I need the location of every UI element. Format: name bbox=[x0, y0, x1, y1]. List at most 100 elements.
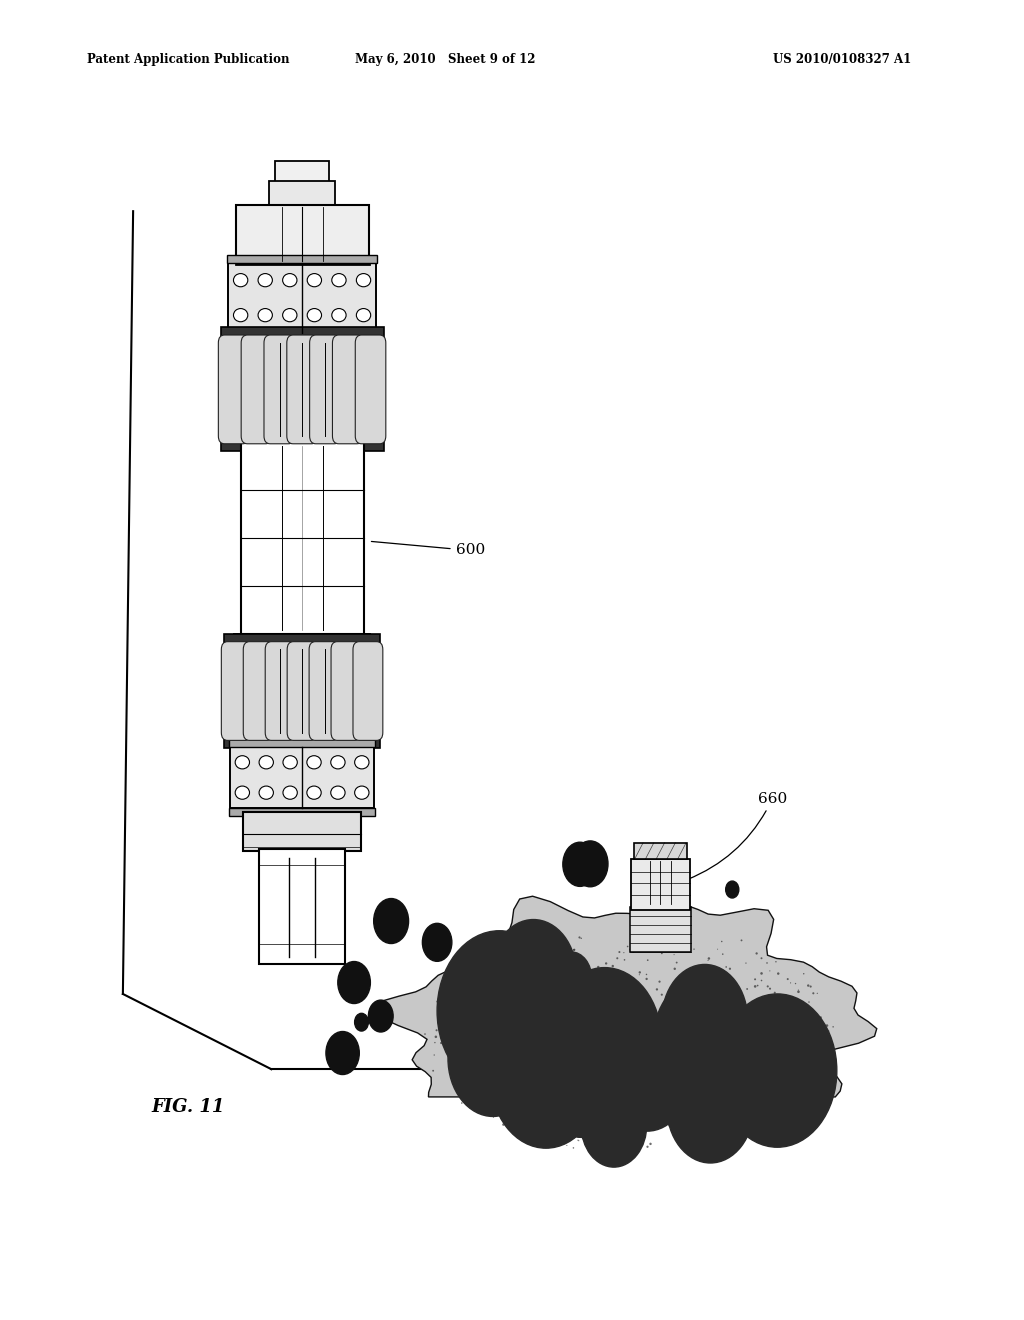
Point bbox=[589, 1048, 605, 1069]
Point bbox=[528, 1072, 545, 1093]
Point bbox=[722, 958, 738, 979]
Point bbox=[787, 973, 804, 994]
Point bbox=[509, 1048, 525, 1069]
Ellipse shape bbox=[332, 309, 346, 322]
Point bbox=[604, 1117, 621, 1138]
Point bbox=[542, 969, 558, 990]
Point bbox=[562, 1117, 579, 1138]
Point bbox=[638, 964, 654, 985]
Point bbox=[688, 994, 705, 1015]
Point bbox=[822, 1027, 839, 1048]
Point bbox=[604, 987, 621, 1008]
Point bbox=[525, 986, 542, 1007]
Point bbox=[780, 989, 797, 1010]
Point bbox=[489, 973, 506, 994]
Point bbox=[590, 957, 606, 978]
Ellipse shape bbox=[233, 273, 248, 286]
Ellipse shape bbox=[307, 755, 322, 768]
Point bbox=[492, 1088, 508, 1109]
Point bbox=[509, 1056, 525, 1077]
Point bbox=[739, 978, 756, 999]
Circle shape bbox=[479, 982, 578, 1109]
Point bbox=[652, 1061, 669, 1082]
Point bbox=[558, 1113, 574, 1134]
Circle shape bbox=[437, 931, 562, 1092]
Circle shape bbox=[507, 1007, 588, 1111]
Point bbox=[435, 977, 452, 998]
Point bbox=[791, 981, 807, 1002]
Point bbox=[451, 1032, 467, 1053]
Point bbox=[524, 1026, 541, 1047]
Point bbox=[546, 1003, 562, 1024]
Circle shape bbox=[639, 843, 656, 866]
Point bbox=[790, 1059, 806, 1080]
Point bbox=[466, 1084, 482, 1105]
Circle shape bbox=[615, 995, 654, 1045]
Point bbox=[616, 1131, 633, 1152]
Point bbox=[689, 965, 706, 986]
Point bbox=[752, 995, 768, 1016]
Point bbox=[503, 1052, 519, 1073]
Point bbox=[701, 1036, 718, 1057]
Point bbox=[493, 973, 509, 994]
Point bbox=[767, 982, 783, 1003]
Point bbox=[733, 1117, 750, 1138]
Point bbox=[606, 1055, 623, 1076]
Point bbox=[801, 991, 817, 1012]
Point bbox=[594, 993, 610, 1014]
Circle shape bbox=[354, 1014, 369, 1031]
Point bbox=[573, 928, 590, 949]
Point bbox=[617, 1003, 634, 1024]
Point bbox=[743, 993, 760, 1014]
Point bbox=[632, 1117, 648, 1138]
Point bbox=[684, 1115, 700, 1137]
Point bbox=[648, 1024, 665, 1045]
Point bbox=[577, 978, 593, 999]
Ellipse shape bbox=[331, 785, 345, 799]
Point bbox=[454, 1093, 470, 1114]
Text: May 6, 2010   Sheet 9 of 12: May 6, 2010 Sheet 9 of 12 bbox=[355, 53, 536, 66]
Point bbox=[523, 1014, 540, 1035]
Circle shape bbox=[581, 1082, 647, 1167]
FancyBboxPatch shape bbox=[242, 335, 271, 444]
Point bbox=[627, 933, 643, 954]
Circle shape bbox=[338, 961, 371, 1003]
Ellipse shape bbox=[259, 755, 273, 768]
Point bbox=[666, 944, 682, 965]
Point bbox=[729, 1097, 745, 1118]
Point bbox=[476, 1045, 493, 1067]
Point bbox=[774, 1036, 791, 1057]
Point bbox=[470, 1020, 486, 1041]
Point bbox=[484, 1010, 501, 1031]
Point bbox=[600, 1138, 616, 1159]
Point bbox=[819, 1028, 836, 1049]
Point bbox=[438, 1035, 455, 1056]
Point bbox=[754, 962, 770, 983]
Circle shape bbox=[633, 857, 671, 906]
Point bbox=[573, 1098, 590, 1119]
Bar bbox=[228, 263, 376, 333]
Point bbox=[452, 970, 468, 991]
Point bbox=[740, 1094, 757, 1115]
Point bbox=[673, 1002, 689, 1023]
Circle shape bbox=[490, 1005, 602, 1148]
Polygon shape bbox=[373, 896, 877, 1097]
Ellipse shape bbox=[236, 785, 250, 799]
Point bbox=[496, 1026, 512, 1047]
Point bbox=[504, 935, 520, 956]
Point bbox=[595, 1007, 611, 1028]
Point bbox=[461, 1035, 477, 1056]
FancyBboxPatch shape bbox=[244, 642, 273, 741]
Point bbox=[566, 1008, 583, 1030]
Point bbox=[746, 969, 763, 990]
Point bbox=[641, 1002, 657, 1023]
Point bbox=[771, 1027, 787, 1048]
Point bbox=[672, 1072, 688, 1093]
Point bbox=[534, 1024, 550, 1045]
Point bbox=[680, 961, 696, 982]
Point bbox=[484, 1039, 501, 1060]
Point bbox=[667, 958, 683, 979]
Point bbox=[757, 1014, 773, 1035]
Point bbox=[609, 948, 626, 969]
Point bbox=[762, 978, 778, 999]
